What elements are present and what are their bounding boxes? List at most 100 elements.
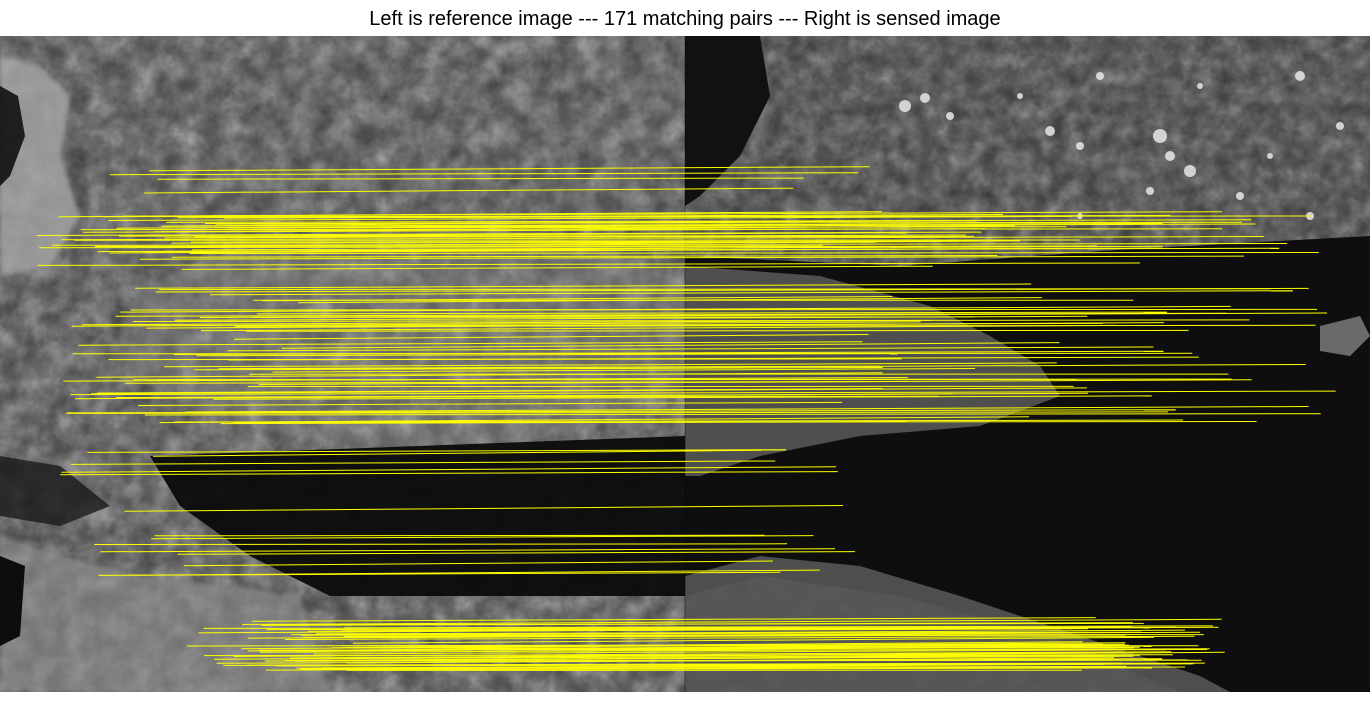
match-line xyxy=(259,379,1252,385)
match-line xyxy=(259,648,1210,653)
match-line xyxy=(247,634,1142,639)
match-line xyxy=(61,236,1264,241)
match-line xyxy=(311,655,1134,662)
matching-visualization xyxy=(0,36,1370,692)
match-line xyxy=(281,342,1060,349)
match-line xyxy=(173,350,1164,355)
match-line xyxy=(159,288,1271,291)
match-line xyxy=(215,220,977,225)
match-line xyxy=(96,388,883,394)
match-line xyxy=(161,222,1163,227)
match-line xyxy=(218,365,880,370)
match-line xyxy=(213,395,1152,400)
match-line xyxy=(82,228,986,233)
match-line xyxy=(229,226,1067,229)
match-line xyxy=(60,471,838,476)
match-line xyxy=(154,534,765,537)
match-line xyxy=(344,625,1213,629)
match-line xyxy=(227,346,1154,352)
match-line xyxy=(166,219,1252,223)
match-line xyxy=(313,649,1167,655)
match-line xyxy=(265,667,1152,671)
match-lines xyxy=(36,166,1336,671)
match-line xyxy=(82,319,931,326)
match-line xyxy=(164,234,966,239)
match-line xyxy=(346,657,1115,664)
match-line xyxy=(138,401,843,406)
match-line xyxy=(63,377,908,382)
match-line xyxy=(235,324,1316,327)
match-line xyxy=(157,177,804,180)
match-line xyxy=(139,255,1245,260)
match-line xyxy=(104,215,1312,218)
match-line xyxy=(246,329,1189,332)
match-line xyxy=(303,631,1201,638)
match-line xyxy=(71,321,921,327)
match-line xyxy=(97,247,1163,253)
match-line xyxy=(146,322,1165,329)
match-line xyxy=(108,215,1073,221)
match-line xyxy=(133,319,1250,322)
match-line xyxy=(352,636,1155,644)
match-line xyxy=(233,334,869,340)
match-line xyxy=(308,666,1186,670)
match-line xyxy=(285,635,1195,640)
match-line xyxy=(174,315,1088,321)
match-line xyxy=(36,231,982,236)
match-line xyxy=(261,622,1133,626)
match-line xyxy=(262,296,893,302)
match-line xyxy=(148,166,870,172)
match-line xyxy=(256,311,1167,315)
match-line xyxy=(290,631,1142,636)
match-line xyxy=(61,466,837,473)
match-line xyxy=(153,225,1016,233)
match-line xyxy=(78,341,863,346)
match-line xyxy=(58,211,882,218)
match-line xyxy=(169,240,1020,247)
match-line xyxy=(152,449,762,457)
match-line xyxy=(209,290,1293,296)
match-line xyxy=(75,393,953,400)
match-line xyxy=(94,245,823,247)
match-line xyxy=(183,560,774,567)
match-line xyxy=(37,262,1140,266)
match-line xyxy=(171,255,998,258)
reference-image xyxy=(0,36,685,692)
match-line xyxy=(120,305,1231,313)
match-line xyxy=(65,411,1169,414)
match-line xyxy=(129,569,820,576)
match-line xyxy=(228,356,1199,361)
match-line xyxy=(200,324,1117,332)
match-line xyxy=(164,362,1057,368)
match-line xyxy=(124,505,844,512)
match-line xyxy=(272,368,976,373)
match-line xyxy=(115,312,1228,317)
match-line xyxy=(96,372,883,378)
match-line xyxy=(130,308,1318,311)
match-line xyxy=(134,283,1032,289)
match-line xyxy=(144,413,1321,416)
match-line xyxy=(190,240,980,243)
image-area xyxy=(0,36,1370,692)
match-line xyxy=(203,654,1173,657)
match-line xyxy=(67,409,1176,414)
match-line xyxy=(100,548,836,553)
match-line xyxy=(87,449,787,453)
match-line xyxy=(70,460,776,465)
match-line xyxy=(181,265,933,270)
match-line xyxy=(144,187,794,194)
match-line xyxy=(296,663,1150,669)
match-line xyxy=(189,252,1319,254)
match-line xyxy=(194,367,883,371)
match-line xyxy=(242,618,1222,625)
match-line xyxy=(109,172,859,176)
match-line xyxy=(91,387,1087,395)
match-line xyxy=(51,243,1288,246)
match-line xyxy=(252,617,1096,622)
match-line xyxy=(214,654,1103,660)
match-line xyxy=(80,228,1223,231)
match-line xyxy=(70,390,1336,396)
figure-title: Left is reference image --- 171 matching… xyxy=(369,8,1001,30)
match-line xyxy=(94,543,788,545)
match-line xyxy=(298,297,1042,304)
